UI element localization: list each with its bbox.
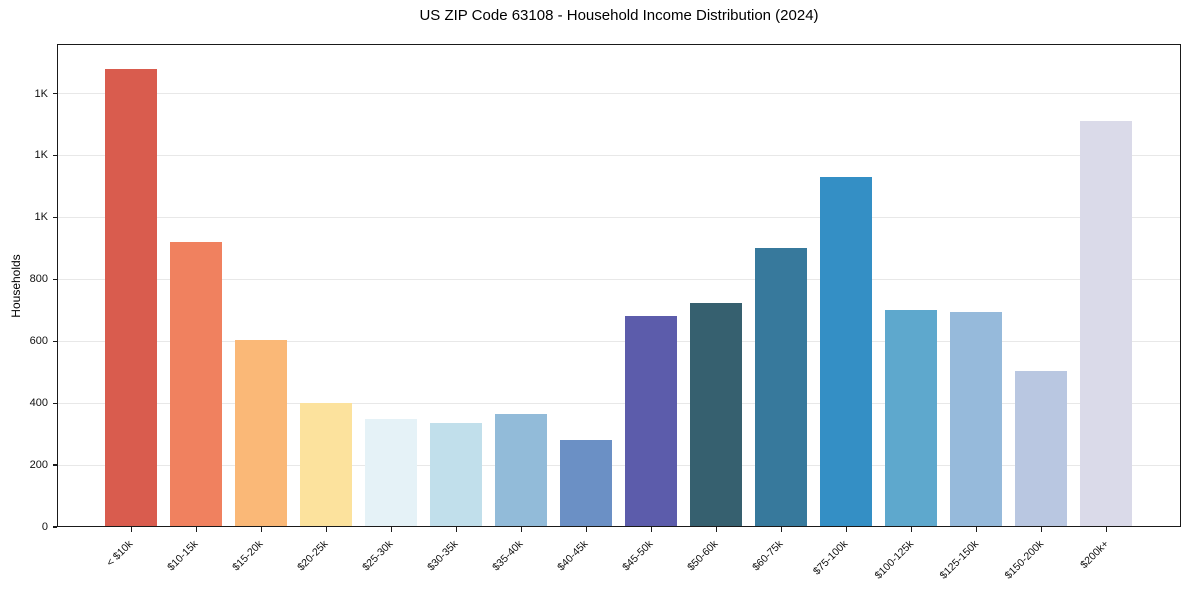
y-tick-mark (52, 464, 57, 466)
y-tick-label: 1K (34, 87, 48, 100)
chart-title: US ZIP Code 63108 - Household Income Dis… (419, 7, 819, 24)
bar (235, 339, 288, 527)
x-tick-mark (585, 527, 587, 532)
bar (560, 440, 613, 527)
x-tick-label: $35-40k (490, 538, 526, 574)
bar (1080, 121, 1133, 527)
bar (495, 414, 548, 527)
y-tick-label: 1K (34, 211, 48, 224)
bar (690, 302, 743, 527)
y-tick-mark (52, 402, 57, 404)
gridline (57, 154, 1181, 156)
x-tick-label: $15-20k (230, 538, 266, 574)
gridline (57, 93, 1181, 95)
y-tick-label: 0 (41, 521, 48, 533)
x-tick-mark (1105, 527, 1107, 532)
y-tick-mark (52, 216, 57, 219)
y-tick-label: 800 (29, 273, 48, 286)
x-tick-label: < $10k (104, 538, 136, 569)
gridline (57, 402, 1181, 404)
x-tick-mark (780, 527, 782, 532)
x-tick-mark (195, 527, 197, 532)
x-tick-mark (130, 527, 132, 532)
x-tick-mark (845, 527, 847, 532)
x-tick-label: $125-150k (937, 538, 981, 582)
x-tick-label: $100-125k (872, 538, 916, 582)
x-tick-mark (260, 527, 262, 532)
x-tick-label: $45-50k (620, 538, 656, 574)
plot-area (57, 44, 1181, 527)
x-tick-mark (455, 527, 457, 532)
bar (885, 310, 938, 527)
y-tick-label: 400 (29, 397, 48, 410)
y-tick-label: 600 (29, 335, 48, 348)
y-tick-mark (52, 92, 57, 95)
x-tick-mark (325, 527, 327, 532)
y-tick-mark (52, 526, 57, 528)
gridline (57, 216, 1181, 218)
x-tick-label: $60-75k (750, 538, 786, 574)
x-tick-mark (975, 527, 977, 532)
y-tick-mark (52, 340, 57, 342)
gridline (57, 464, 1181, 466)
bar (300, 403, 353, 527)
y-tick-label: 200 (29, 459, 48, 472)
y-tick-mark (52, 154, 57, 157)
x-tick-mark (390, 527, 392, 532)
x-tick-label: $75-100k (811, 538, 851, 578)
gridline (57, 340, 1181, 342)
bar (170, 242, 223, 527)
x-tick-mark (650, 527, 652, 532)
x-tick-label: $30-35k (425, 538, 461, 574)
y-tick-mark (52, 278, 57, 280)
bar (950, 311, 1003, 527)
x-tick-label: $200k+ (1077, 538, 1111, 572)
x-tick-label: $40-45k (555, 538, 591, 574)
x-tick-mark (910, 527, 912, 532)
x-tick-mark (520, 527, 522, 532)
x-tick-mark (715, 527, 717, 532)
bar (365, 418, 418, 527)
bar (105, 68, 158, 527)
bar (820, 177, 873, 527)
x-tick-mark (1040, 527, 1042, 532)
bar (755, 248, 808, 527)
y-tick-label: 1K (34, 149, 48, 162)
gridline (57, 278, 1181, 280)
bar (625, 316, 678, 527)
x-tick-label: $50-60k (685, 538, 721, 574)
bar (1015, 370, 1068, 527)
bar (430, 423, 483, 527)
x-tick-label: $25-30k (360, 538, 396, 574)
x-tick-label: $10-15k (165, 538, 201, 574)
x-tick-label: $20-25k (295, 538, 331, 574)
x-tick-label: $150-200k (1002, 538, 1046, 582)
